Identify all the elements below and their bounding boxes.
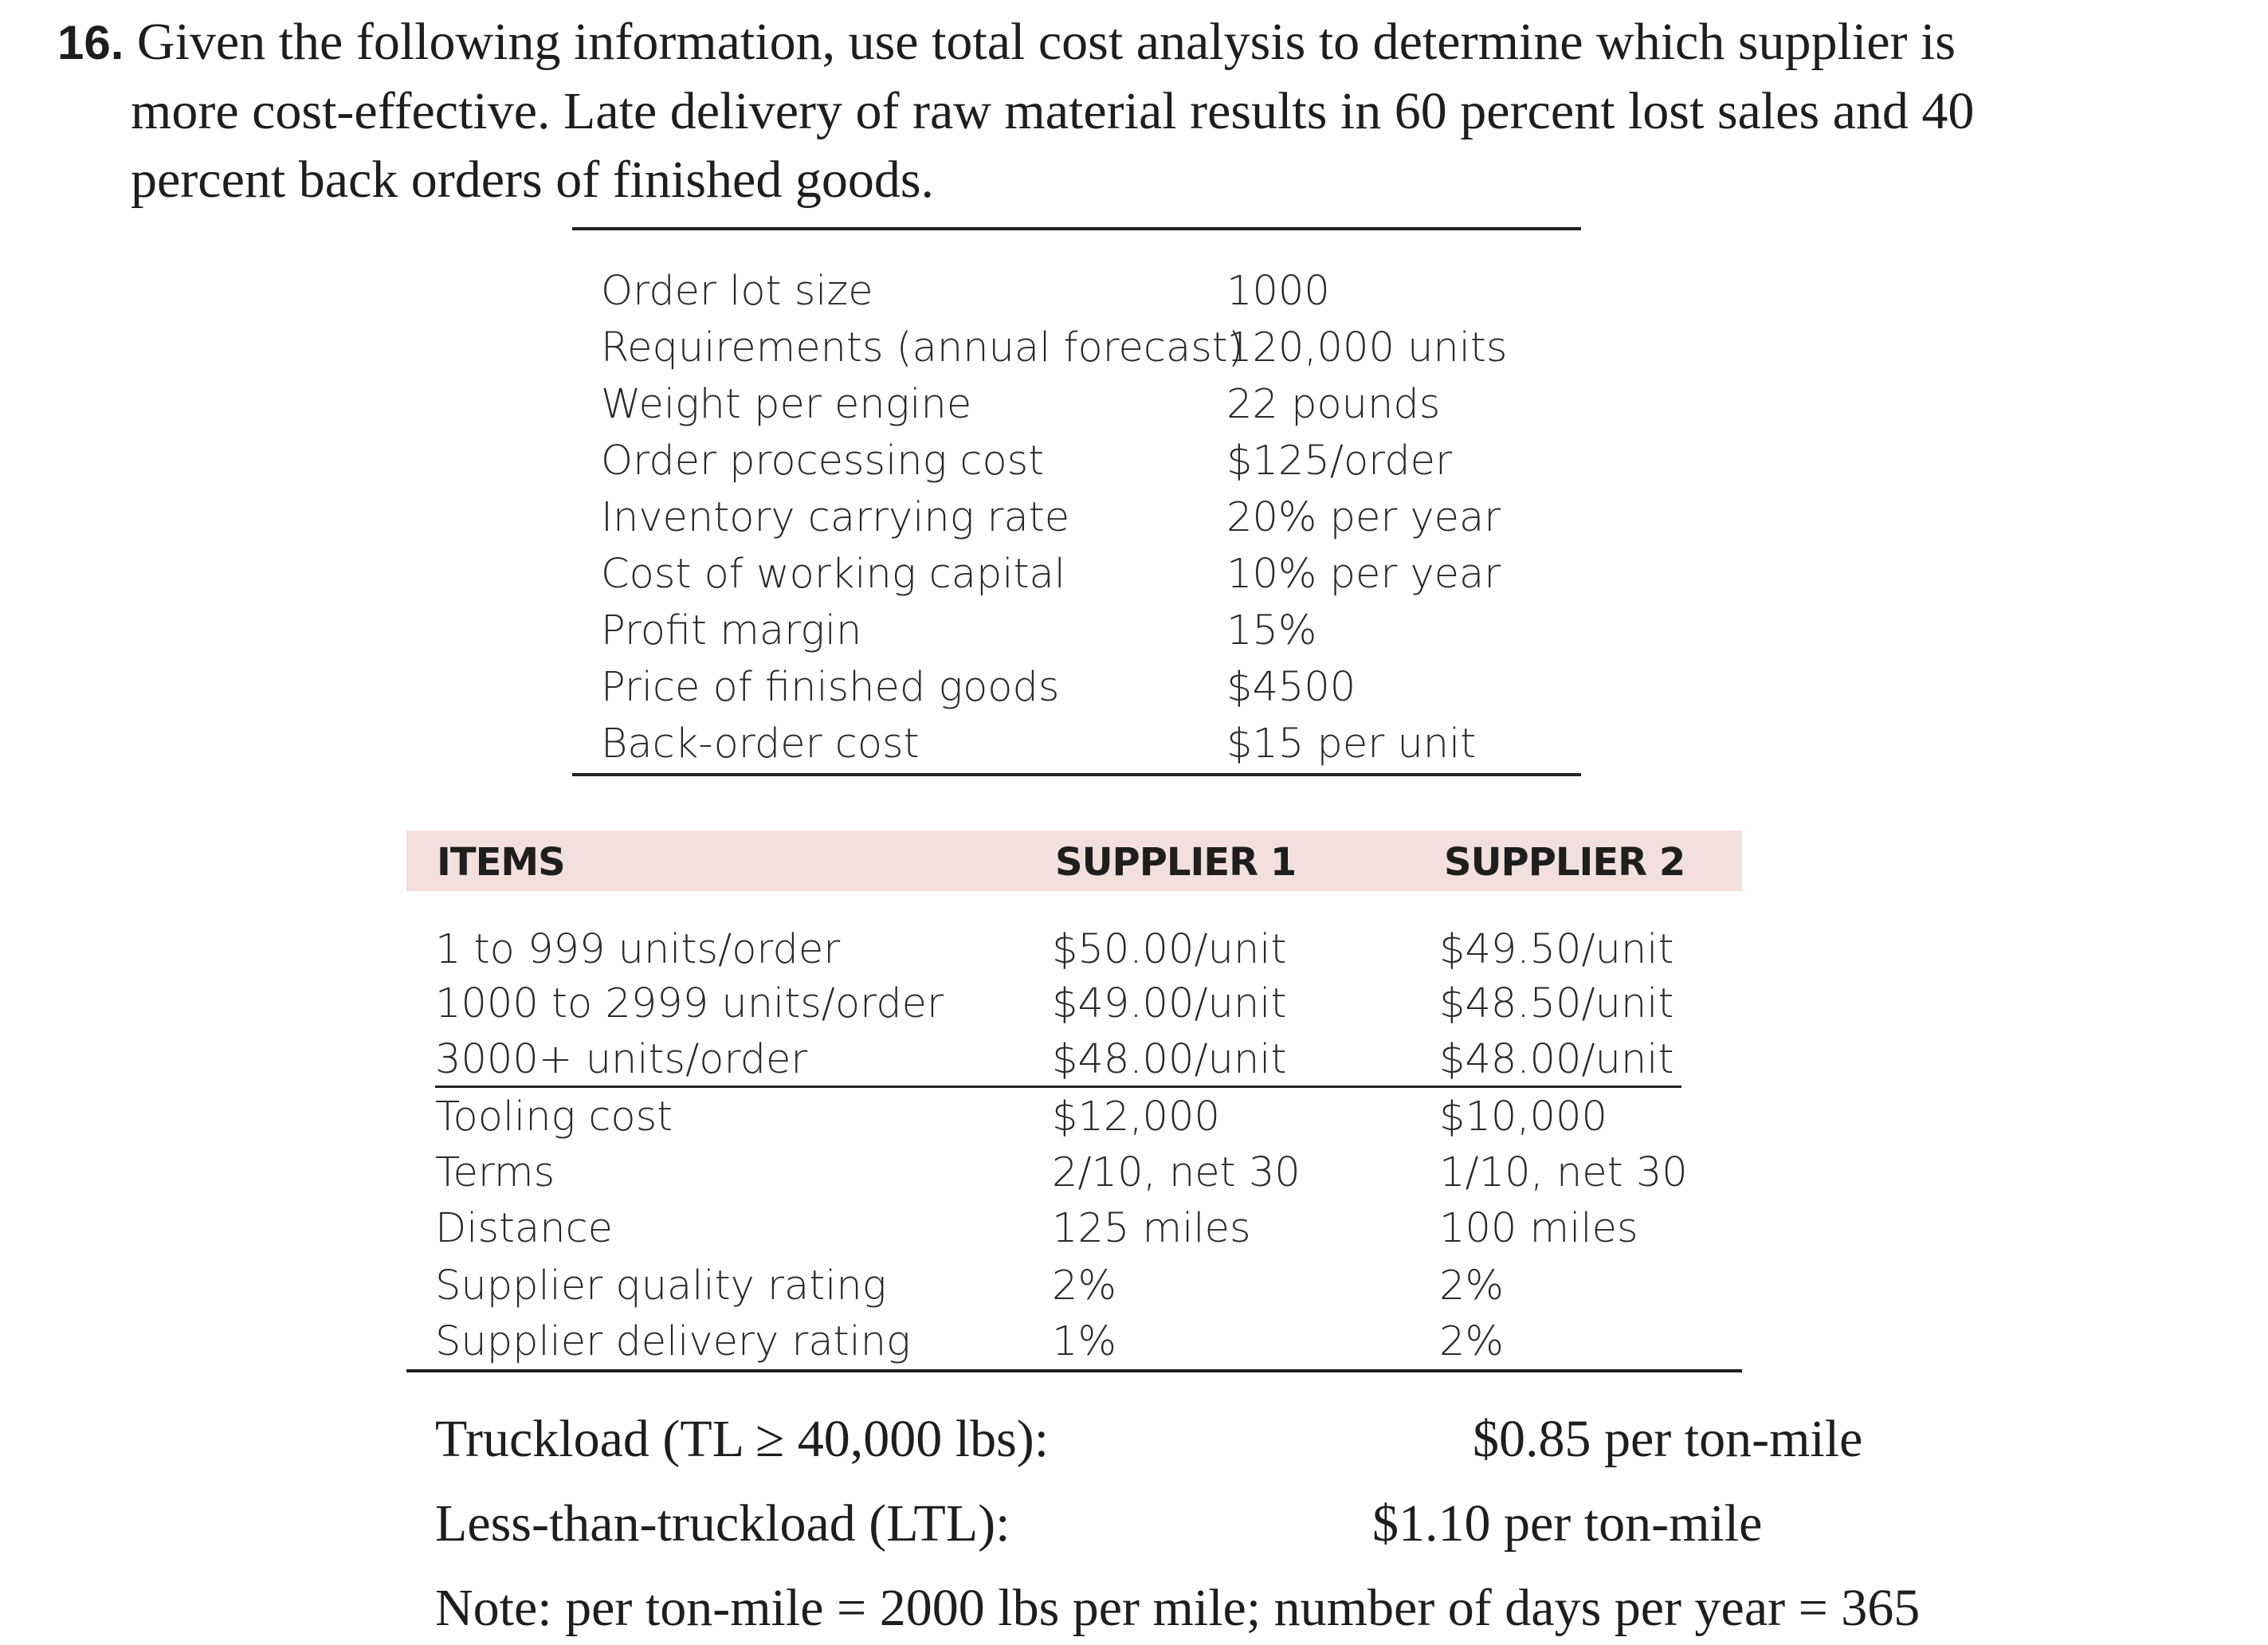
row-item: 3000+ units/order bbox=[435, 1036, 808, 1083]
param-label: Price of finished goods bbox=[601, 664, 1060, 711]
price-rows-divider bbox=[435, 1086, 1681, 1088]
row-supplier-1: $50.00/unit bbox=[1052, 926, 1287, 973]
param-value: 1000 bbox=[1226, 268, 1330, 315]
param-label: Cost of working capital bbox=[601, 551, 1065, 598]
supplier-table-bottom-rule bbox=[406, 1369, 1742, 1372]
row-item: Supplier quality rating bbox=[435, 1262, 887, 1309]
param-value: 120,000 units bbox=[1226, 324, 1508, 371]
question-text: 16. Given the following information, use… bbox=[57, 8, 2193, 214]
ltl-label: Less-than-truckload (LTL): bbox=[435, 1494, 1010, 1553]
question-line-2: more cost-effective. Late delivery of ra… bbox=[131, 82, 1975, 140]
row-item: 1000 to 2999 units/order bbox=[435, 980, 944, 1027]
truckload-value: $0.85 per ton-mile bbox=[1473, 1410, 1863, 1468]
params-top-rule bbox=[572, 227, 1581, 230]
supplier-table-header: ITEMS SUPPLIER 1 SUPPLIER 2 bbox=[406, 830, 1742, 891]
row-supplier-1: 1% bbox=[1052, 1318, 1116, 1365]
row-supplier-1: $48.00/unit bbox=[1052, 1036, 1287, 1083]
ltl-value: $1.10 per ton-mile bbox=[1372, 1494, 1763, 1553]
param-label: Inventory carrying rate bbox=[601, 494, 1070, 541]
row-supplier-2: 2% bbox=[1439, 1318, 1504, 1365]
header-supplier-1: SUPPLIER 1 bbox=[1055, 840, 1297, 885]
question-line-3: percent back orders of finished goods. bbox=[131, 151, 935, 209]
question-line-1-text: Given the following information, use tot… bbox=[136, 13, 1956, 71]
params-bottom-rule bbox=[572, 773, 1581, 776]
row-supplier-2: 2% bbox=[1439, 1262, 1504, 1309]
header-supplier-2: SUPPLIER 2 bbox=[1444, 840, 1685, 885]
param-label: Weight per engine bbox=[601, 381, 972, 428]
header-items: ITEMS bbox=[437, 840, 566, 885]
row-supplier-1: 2% bbox=[1052, 1262, 1116, 1309]
param-value: $15 per unit bbox=[1226, 720, 1477, 768]
row-item: Distance bbox=[435, 1205, 614, 1252]
rate-note: Note: per ton-mile = 2000 lbs per mile; … bbox=[435, 1579, 1921, 1637]
row-item: Tooling cost bbox=[435, 1093, 673, 1141]
row-supplier-1: $49.00/unit bbox=[1052, 980, 1287, 1027]
question-number: 16. bbox=[57, 16, 124, 69]
row-supplier-2: $49.50/unit bbox=[1439, 926, 1674, 973]
param-label: Requirements (annual forecast) bbox=[601, 324, 1244, 371]
param-label: Order lot size bbox=[601, 268, 873, 315]
row-supplier-2: 1/10, net 30 bbox=[1439, 1149, 1688, 1196]
param-value: 22 pounds bbox=[1226, 381, 1441, 428]
param-value: $125/order bbox=[1226, 438, 1452, 485]
row-item: Terms bbox=[435, 1149, 555, 1196]
row-supplier-2: 100 miles bbox=[1439, 1205, 1638, 1252]
row-supplier-1: 2/10, net 30 bbox=[1052, 1149, 1301, 1196]
question-line-1: 16. Given the following information, use… bbox=[57, 8, 2193, 77]
row-item: Supplier delivery rating bbox=[435, 1318, 911, 1365]
param-value: $4500 bbox=[1226, 664, 1356, 711]
row-item: 1 to 999 units/order bbox=[435, 926, 841, 973]
param-value: 10% per year bbox=[1226, 551, 1501, 598]
param-value: 20% per year bbox=[1226, 494, 1501, 541]
row-supplier-2: $10,000 bbox=[1439, 1093, 1607, 1141]
param-value: 15% bbox=[1226, 607, 1317, 654]
param-label: Order processing cost bbox=[601, 438, 1045, 485]
truckload-label: Truckload (TL ≥ 40,000 lbs): bbox=[435, 1410, 1050, 1468]
row-supplier-2: $48.50/unit bbox=[1439, 980, 1674, 1027]
row-supplier-1: 125 miles bbox=[1052, 1205, 1251, 1252]
row-supplier-2: $48.00/unit bbox=[1439, 1036, 1674, 1083]
row-supplier-1: $12,000 bbox=[1052, 1093, 1220, 1141]
param-label: Back-order cost bbox=[601, 720, 920, 768]
param-label: Profit margin bbox=[601, 607, 862, 654]
